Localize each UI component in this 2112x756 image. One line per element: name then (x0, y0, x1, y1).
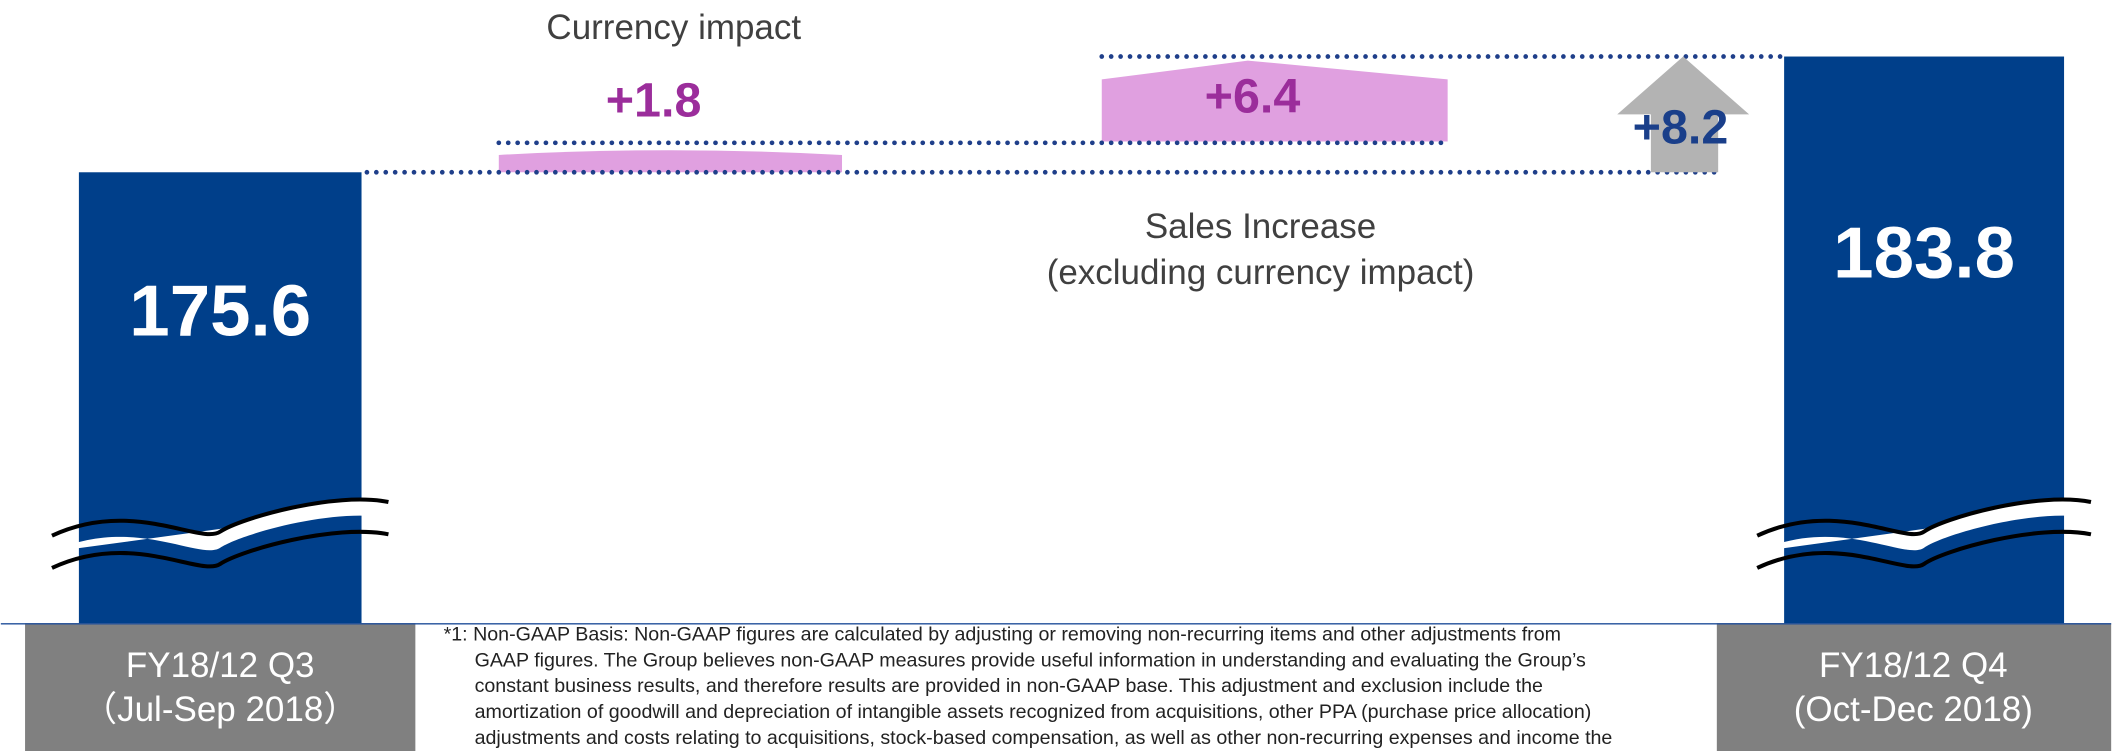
axis-break (1757, 498, 2091, 552)
bar (498, 150, 843, 173)
annotation: Currency impact (546, 8, 801, 47)
axis-break (51, 498, 389, 552)
category-label: FY18/12 Q3 (126, 646, 315, 685)
value-label: +6.4 (1205, 69, 1301, 123)
category-label: FY18/12 Q4 (1819, 646, 2008, 685)
bar-value: 175.6 (129, 270, 311, 351)
bar (1784, 56, 2065, 624)
category-box (1716, 623, 2112, 751)
value-label: +8.2 (1633, 100, 1729, 154)
value-label: +1.8 (606, 73, 702, 127)
category-label: (Oct-Dec 2018) (1794, 690, 2033, 729)
axis-break (1756, 529, 2092, 570)
footnote-line: constant business results, and therefore… (475, 675, 1543, 697)
axis-break (51, 529, 389, 570)
footnote-line: GAAP figures. The Group believes non-GAA… (475, 649, 1586, 671)
category-label: （Jul-Sep 2018） (82, 690, 358, 729)
axis-break (51, 497, 389, 538)
bar-value: 183.8 (1833, 213, 2015, 294)
axis-break (1756, 497, 2092, 538)
bar (78, 172, 362, 624)
footnote: *1: Non-GAAP Basis: Non-GAAP figures are… (444, 623, 1613, 748)
footnote-line: amortization of goodwill and depreciatio… (475, 701, 1592, 723)
annotation: Sales Increase (1145, 207, 1376, 246)
annotation: (excluding currency impact) (1047, 253, 1475, 292)
footnote-line: *1: Non-GAAP Basis: Non-GAAP figures are… (444, 623, 1561, 645)
category-box (25, 623, 416, 751)
footnote-line: adjustments and costs relating to acquis… (475, 727, 1613, 749)
bar (1101, 60, 1448, 142)
